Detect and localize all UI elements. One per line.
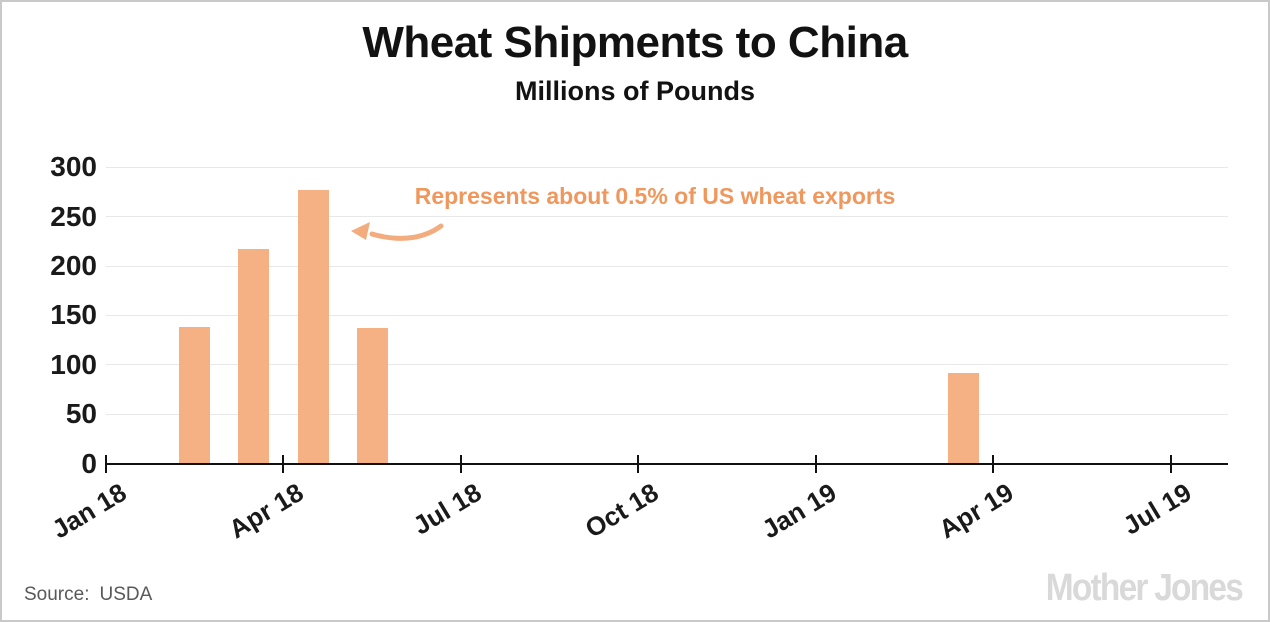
chart-subtitle: Millions of Pounds	[515, 76, 755, 106]
x-axis-label-oct-18: Oct 18	[580, 476, 664, 544]
x-axis-label-jan-18: Jan 18	[46, 476, 132, 544]
gridline-150	[106, 314, 1228, 316]
bar-feb-18	[179, 327, 211, 464]
y-axis-label-300: 300	[50, 151, 97, 183]
x-tick-apr-18	[282, 454, 285, 473]
source-label: Source:	[24, 584, 90, 605]
y-axis-label-150: 150	[50, 299, 97, 331]
x-tick-jan-19	[814, 454, 817, 473]
gridline-50	[106, 413, 1228, 415]
x-axis-label-jul-18: Jul 18	[407, 476, 487, 541]
bar-may-18	[356, 328, 388, 464]
annotation-arrow-icon	[351, 222, 444, 241]
x-tick-apr-19	[992, 454, 995, 473]
x-tick-oct-18	[637, 454, 640, 473]
x-axis-label-apr-19: Apr 19	[933, 476, 1019, 544]
source-value: USDA	[99, 584, 153, 605]
gridline-100	[106, 364, 1228, 366]
y-axis-label-50: 50	[65, 398, 97, 430]
bar-mar-19	[948, 372, 980, 464]
gridline-200	[106, 265, 1228, 267]
gridline-300	[106, 166, 1228, 168]
x-axis-line	[105, 462, 1228, 465]
x-tick-jan-18	[105, 454, 107, 473]
y-axis-label-200: 200	[50, 250, 97, 282]
y-axis-label-0: 0	[81, 447, 97, 479]
bar-mar-18	[238, 249, 270, 464]
bar-apr-18	[297, 190, 329, 464]
chart-title: Wheat Shipments to China	[362, 18, 908, 67]
annotation-text: Represents about 0.5% of US wheat export…	[414, 183, 896, 209]
y-axis-label-250: 250	[50, 200, 97, 232]
x-axis-label-apr-18: Apr 18	[224, 476, 309, 544]
y-axis-label-100: 100	[50, 348, 97, 380]
x-tick-jul-19	[1169, 454, 1172, 473]
source-line: Source: USDA	[24, 584, 152, 606]
x-tick-jul-18	[459, 454, 462, 473]
x-axis-label-jan-19: Jan 19	[756, 476, 842, 544]
mother-jones-logo: Mother Jones	[1045, 567, 1244, 609]
gridline-250	[106, 216, 1228, 218]
